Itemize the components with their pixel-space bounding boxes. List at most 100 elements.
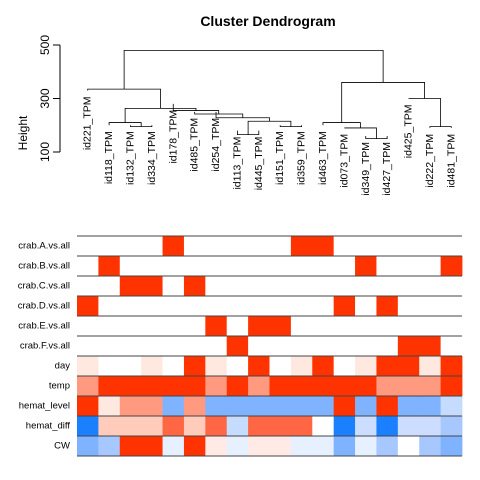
heatmap-cell [355, 436, 377, 456]
heatmap-cell [183, 396, 206, 416]
heatmap-cell [162, 336, 185, 356]
heatmap-cell [419, 336, 442, 356]
y-tick-label: 100 [38, 142, 52, 162]
heatmap-cell [376, 316, 399, 336]
heatmap-cell [205, 376, 228, 396]
heatmap-cell [183, 436, 206, 456]
dendrogram-branch [108, 122, 142, 127]
heatmap-cell [355, 416, 377, 436]
heatmap-cell [333, 416, 356, 436]
leaf-label: id481_TPM [445, 134, 457, 188]
heatmap-cell [119, 376, 142, 396]
heatmap-cell [355, 256, 377, 276]
heatmap-cell [205, 316, 228, 336]
heatmap-cell [419, 256, 442, 276]
heatmap-cell [248, 356, 270, 376]
heatmap-cell [333, 436, 356, 456]
heatmap-cell [269, 356, 292, 376]
heatmap-cell [141, 316, 163, 336]
heatmap-cell [269, 376, 292, 396]
heatmap-cell [269, 416, 292, 436]
heatmap-cell [419, 296, 442, 316]
row-label: crab.C.vs.all [18, 281, 70, 292]
leaf-label: id073_TPM [338, 134, 350, 188]
heatmap-cell [226, 316, 249, 336]
dendrogram-branch [130, 125, 153, 127]
heatmap-cell [312, 396, 335, 416]
heatmap-cell [290, 376, 313, 396]
heatmap-cell [77, 376, 99, 396]
heatmap-cell [333, 236, 356, 256]
heatmap-cell [333, 396, 356, 416]
heatmap-cell [397, 356, 420, 376]
heatmap-cell [205, 416, 228, 436]
heatmap-cell [397, 236, 420, 256]
heatmap-cell [226, 296, 249, 316]
heatmap-cell [376, 296, 399, 316]
heatmap-cell [183, 296, 206, 316]
heatmap-cell [376, 416, 399, 436]
heatmap-cell [355, 316, 377, 336]
heatmap-cell [419, 356, 442, 376]
heatmap-cell [269, 276, 292, 296]
heatmap-cell [440, 316, 463, 336]
heatmap-cell [226, 416, 249, 436]
heatmap-cell [205, 276, 228, 296]
row-label: crab.D.vs.all [18, 301, 70, 312]
heatmap-cell [205, 296, 228, 316]
heatmap-cell [248, 276, 270, 296]
row-label: crab.E.vs.all [18, 321, 70, 332]
heatmap-cell [355, 236, 377, 256]
heatmap-cell [141, 436, 163, 456]
heatmap-cell [397, 276, 420, 296]
heatmap-cell [419, 316, 442, 336]
heatmap-cell [98, 376, 121, 396]
heatmap-cell [248, 436, 270, 456]
heatmap-cell [312, 296, 335, 316]
heatmap-cell [77, 396, 99, 416]
heatmap-cell [205, 336, 228, 356]
leaf-label: id425_TPM [403, 105, 415, 159]
heatmap-cell [226, 436, 249, 456]
heatmap-cell [162, 396, 185, 416]
leaf-label: id222_TPM [424, 134, 436, 188]
heatmap-cell [355, 336, 377, 356]
y-axis-label: Height [16, 115, 30, 150]
leaf-label: id463_TPM [317, 131, 329, 185]
heatmap-cell [248, 336, 270, 356]
heatmap-cell [419, 276, 442, 296]
heatmap-cell [98, 436, 121, 456]
heatmap-cell [98, 416, 121, 436]
heatmap-cell [355, 376, 377, 396]
dendrogram-branch [237, 130, 260, 136]
heatmap-cell [77, 336, 99, 356]
heatmap-cell [312, 376, 335, 396]
heatmap-cell [376, 356, 399, 376]
y-tick-label: 300 [38, 88, 52, 108]
heatmap-cell [290, 236, 313, 256]
leaf-label: id427_TPM [381, 142, 393, 196]
leaf-label: id221_TPM [82, 96, 94, 150]
leaf-label: id132_TPM [124, 131, 136, 185]
heatmap-cell [333, 336, 356, 356]
heatmap-cell [312, 436, 335, 456]
heatmap-cell [397, 396, 420, 416]
heatmap-cell [162, 316, 185, 336]
heatmap-cell [141, 236, 163, 256]
heatmap-cell [397, 296, 420, 316]
heatmap-cell [141, 296, 163, 316]
row-label: crab.A.vs.all [18, 241, 70, 252]
heatmap-cell [77, 236, 99, 256]
heatmap-cell [119, 256, 142, 276]
heatmap-cell [440, 236, 463, 256]
heatmap-cell [162, 416, 185, 436]
heatmap-cell [397, 336, 420, 356]
heatmap-cell [183, 256, 206, 276]
heatmap-cell [290, 256, 313, 276]
dendrogram-branch [322, 122, 361, 128]
heatmap-cell [205, 356, 228, 376]
heatmap-cell [290, 296, 313, 316]
heatmap-cell [269, 256, 292, 276]
heatmap-cell [98, 276, 121, 296]
